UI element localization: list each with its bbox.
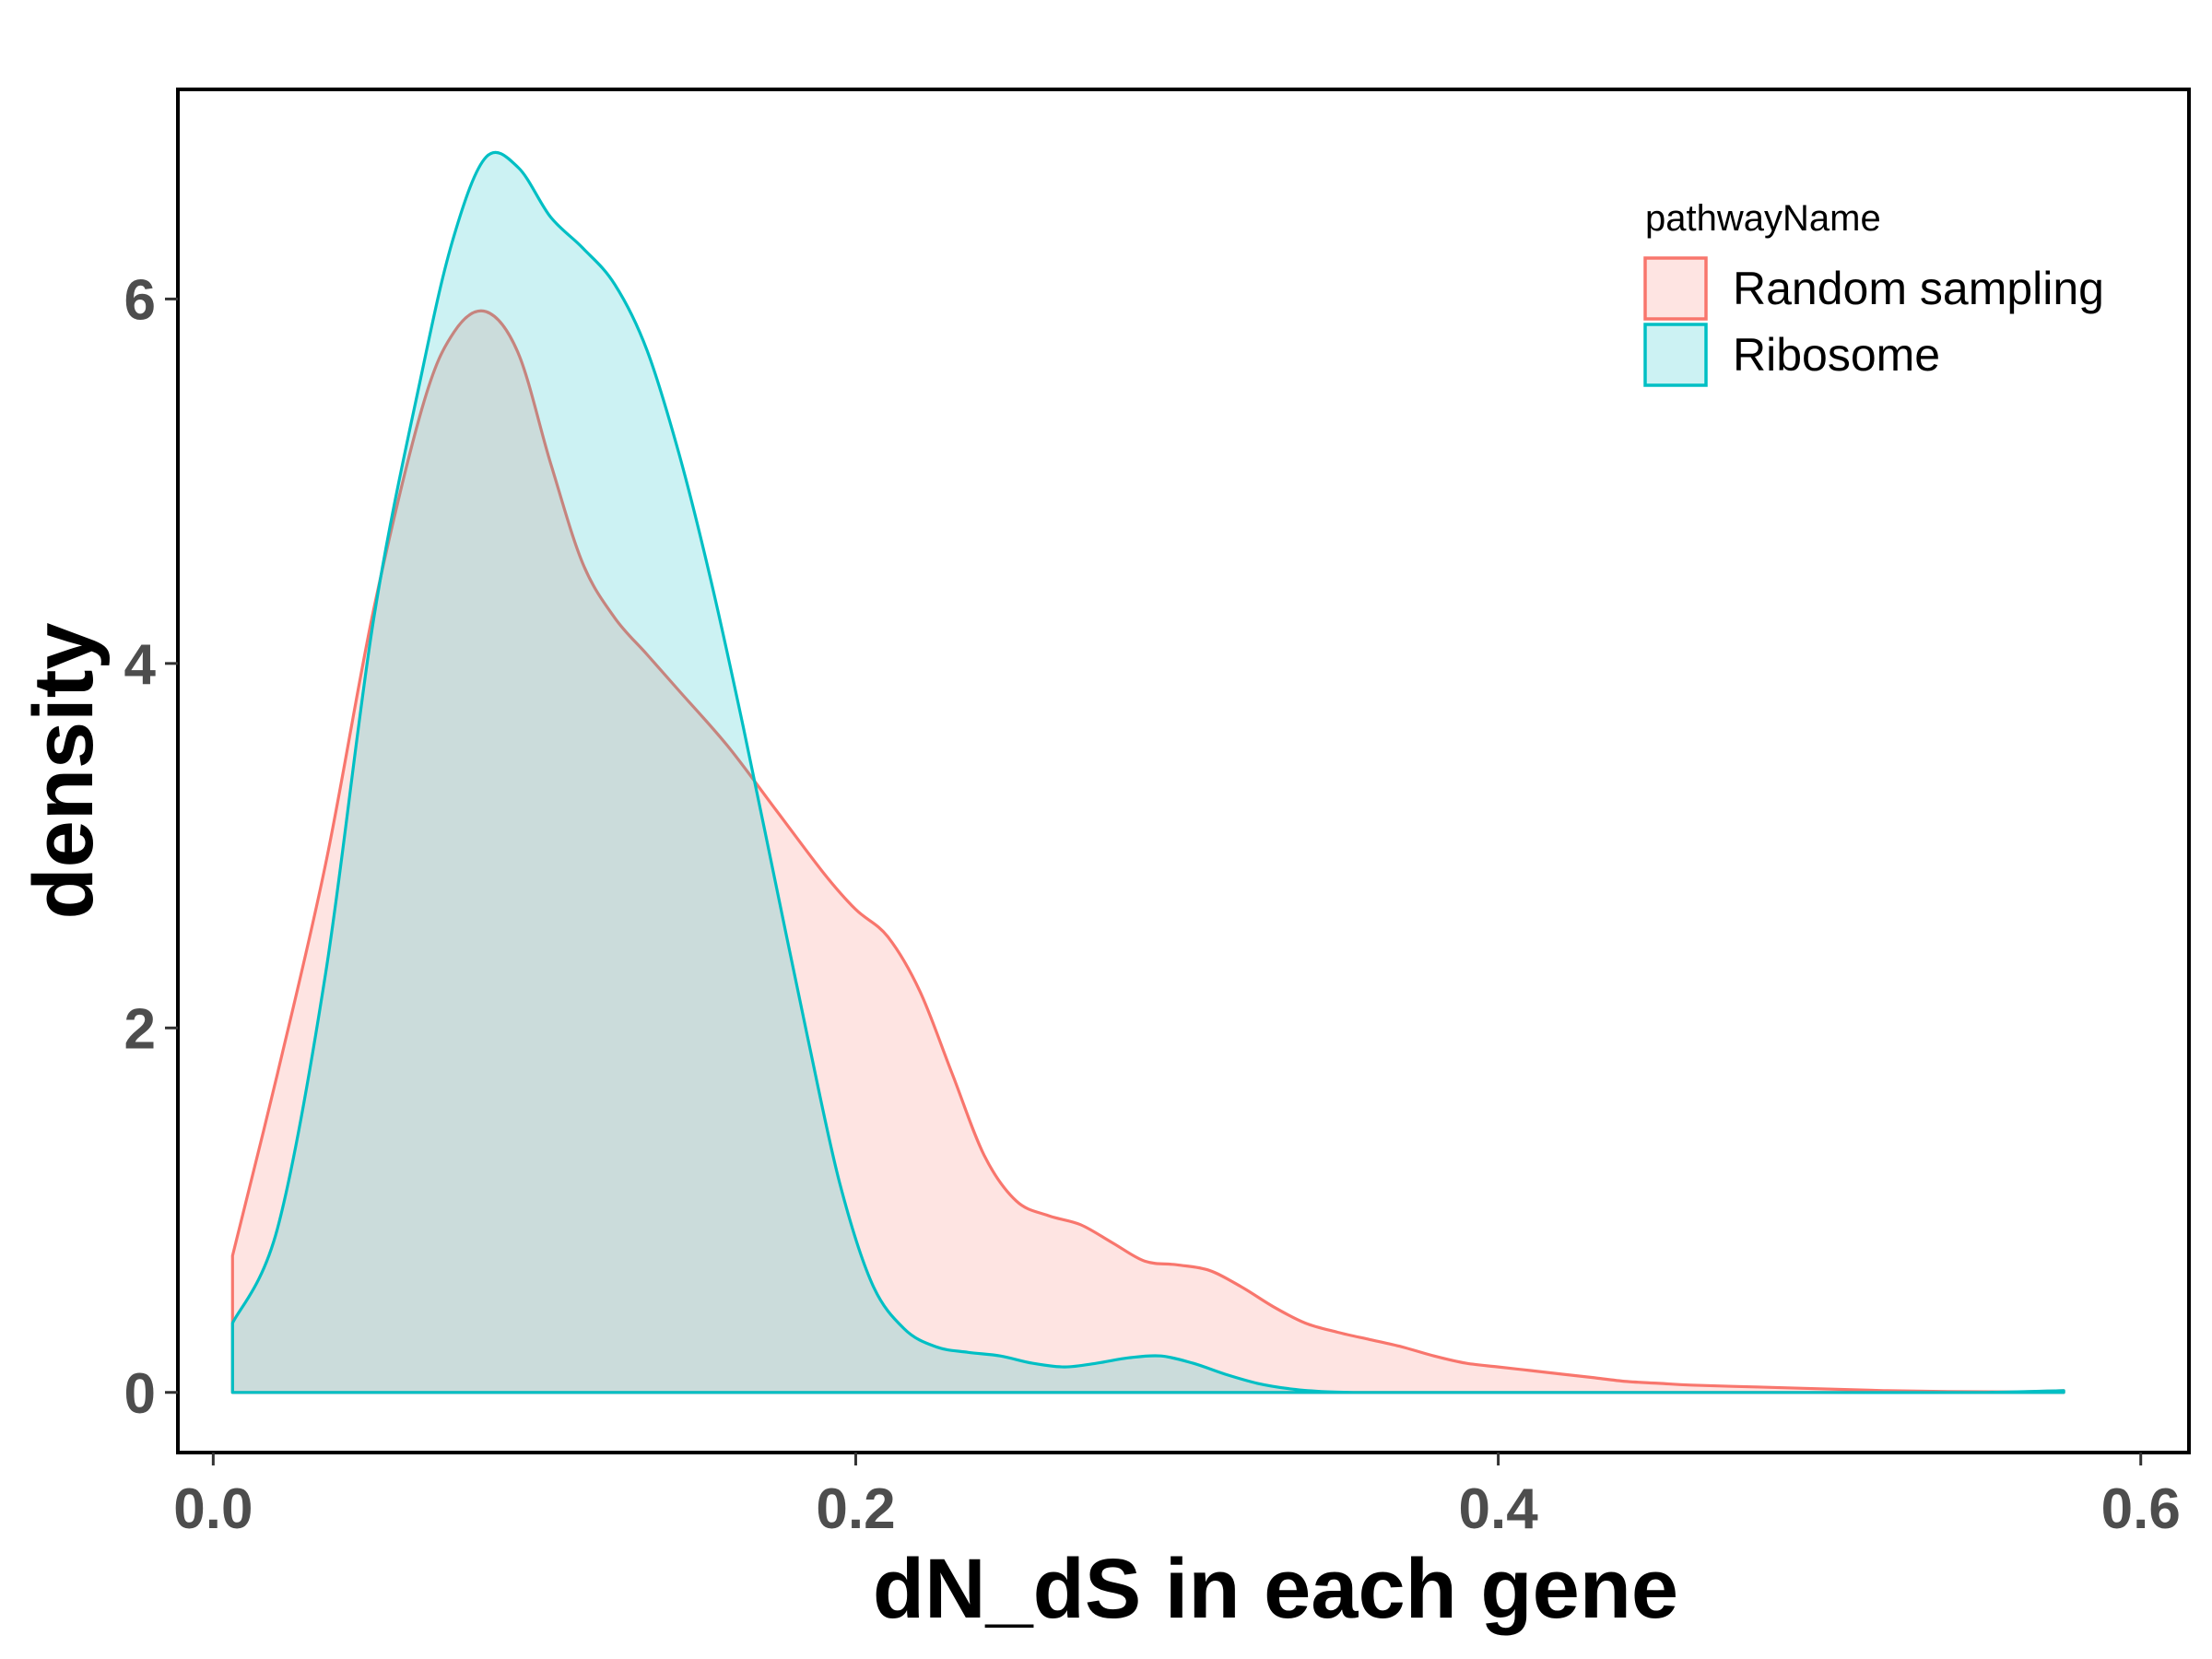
legend-label-random-sampling: Random sampling	[1733, 263, 2104, 314]
y-axis-title: density	[17, 622, 111, 919]
series-layer	[230, 150, 2065, 1394]
x-tick-label: 0.4	[1458, 1477, 1538, 1541]
density-area-random-sampling	[230, 309, 2065, 1394]
plot-panel-border	[176, 88, 2191, 1454]
density-area-ribosome	[230, 150, 2065, 1394]
y-tick-label: 4	[124, 633, 157, 697]
x-axis-title: dN_dS in each gene	[873, 1542, 1678, 1636]
axis-layer: 0.0 0.2 0.4 0.6 0 2 4 6	[124, 268, 2181, 1541]
x-tick-label: 0.2	[816, 1477, 895, 1541]
x-tick-label: 0.0	[173, 1477, 253, 1541]
legend-label-ribosome: Ribosome	[1733, 329, 1940, 381]
legend-title: pathwayName	[1645, 198, 1881, 239]
y-tick-label: 6	[124, 268, 156, 332]
legend-key-random-sampling	[1643, 256, 1708, 321]
y-tick-label: 2	[124, 997, 156, 1061]
legend-key-ribosome	[1643, 323, 1708, 387]
x-tick-label: 0.6	[2101, 1477, 2181, 1541]
legend: pathwayName Random sampling Ribosome	[1643, 198, 2104, 387]
y-tick-label: 0	[124, 1362, 156, 1426]
